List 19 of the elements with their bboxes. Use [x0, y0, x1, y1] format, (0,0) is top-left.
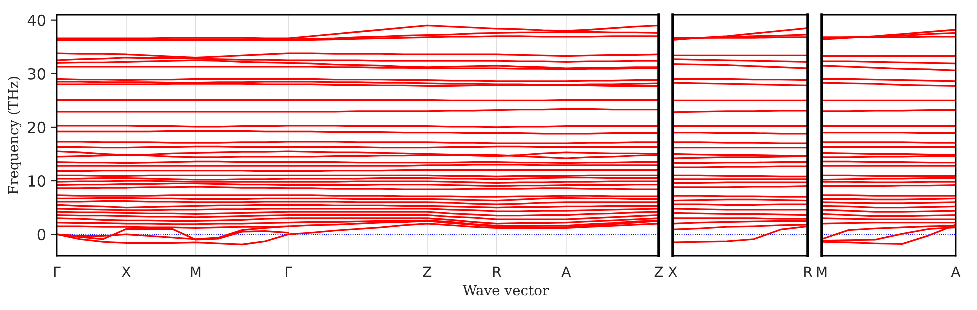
x-tick-label: Z — [423, 266, 432, 277]
x-tick-label: M — [191, 266, 201, 277]
x-tick-label: X — [668, 266, 678, 277]
x-tick-label: Γ — [286, 266, 292, 277]
y-tick-label: 0 — [38, 229, 46, 241]
x-tick-label: R — [804, 266, 812, 277]
x-tick-label: Γ — [54, 266, 61, 277]
x-tick-label: A — [951, 266, 961, 277]
x-tick-label: Z — [654, 266, 664, 277]
x-tick-label: X — [122, 266, 131, 277]
x-axis-title: Wave vector — [462, 285, 550, 296]
x-tick-label: A — [562, 266, 572, 277]
y-axis-title: Frequency (THz) — [8, 77, 22, 194]
y-tick-label: 20 — [28, 122, 46, 134]
y-tick-label: 30 — [28, 68, 46, 80]
y-tick-label: 10 — [28, 175, 46, 188]
y-tick-label: 40 — [28, 14, 46, 26]
x-tick-label: M — [817, 266, 827, 277]
x-tick-label: R — [493, 266, 502, 277]
